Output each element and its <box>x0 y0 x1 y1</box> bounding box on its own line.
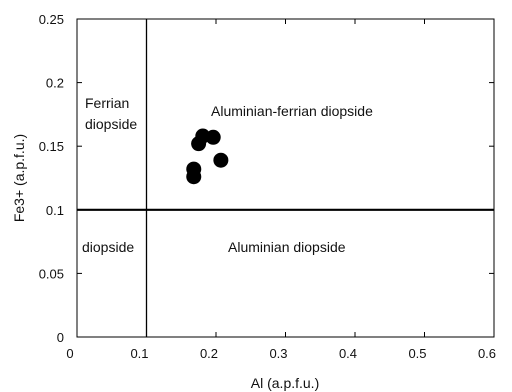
x-tick-label: 0 <box>66 346 73 361</box>
data-point <box>186 161 202 177</box>
y-axis-title: Fe3+ (a.p.f.u.) <box>11 134 27 222</box>
y-tick-label: 0.2 <box>46 76 64 91</box>
y-tick-label: 0.1 <box>46 203 64 218</box>
region-label-aluminian-ferrian-diopside: Aluminian-ferrian diopside <box>211 103 373 119</box>
data-points <box>186 128 229 185</box>
y-tick-label: 0.25 <box>39 12 64 27</box>
y-axis-ticks: 0 0.05 0.1 0.15 0.2 0.25 <box>39 12 494 345</box>
region-label-ferrian: Ferrian <box>85 95 129 111</box>
x-tick-label: 0.1 <box>130 346 148 361</box>
region-label-aluminian-diopside: Aluminian diopside <box>228 239 346 255</box>
region-label-diopside: diopside <box>82 239 134 255</box>
y-tick-label: 0 <box>57 330 64 345</box>
x-tick-label: 0.6 <box>478 346 496 361</box>
data-point <box>213 152 229 168</box>
data-point <box>205 129 221 145</box>
y-tick-label: 0.15 <box>39 139 64 154</box>
x-tick-label: 0.2 <box>200 346 218 361</box>
x-tick-label: 0.4 <box>339 346 357 361</box>
y-tick-label: 0.05 <box>39 266 64 281</box>
region-label-ferrian-diopside: diopside <box>85 116 137 132</box>
x-axis-ticks: 0 0.1 0.2 0.3 0.4 0.5 0.6 <box>66 19 496 361</box>
x-tick-label: 0.3 <box>269 346 287 361</box>
x-tick-label: 0.5 <box>408 346 426 361</box>
plot-frame <box>76 18 495 338</box>
x-axis-title: Al (a.p.f.u.) <box>251 375 319 391</box>
